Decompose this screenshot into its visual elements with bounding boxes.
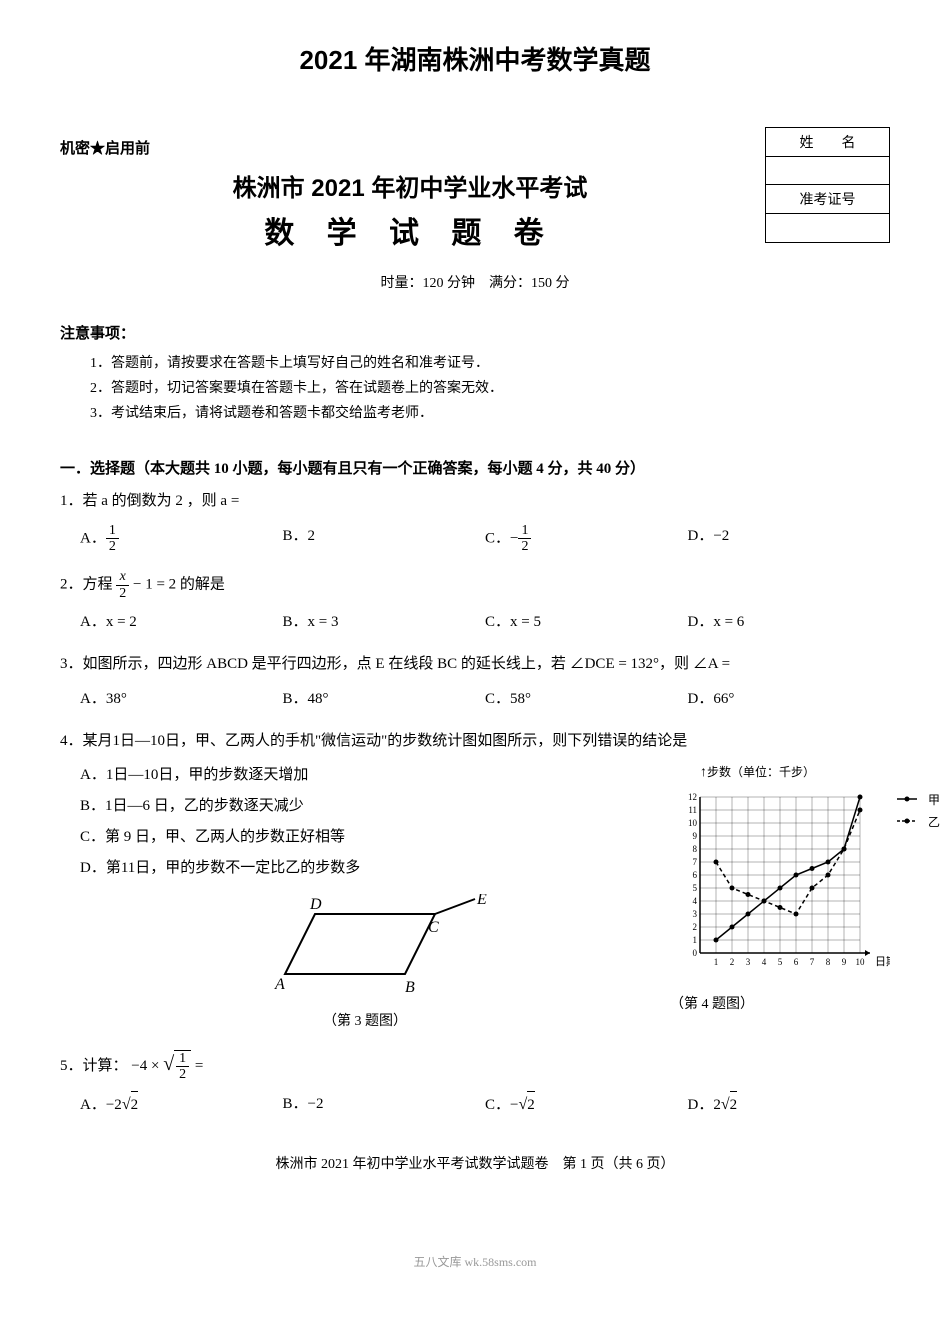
student-info-box: 姓 名 准考证号 bbox=[765, 127, 890, 243]
svg-text:9: 9 bbox=[842, 957, 847, 967]
svg-text:7: 7 bbox=[693, 857, 698, 867]
question-2-options: A．x = 2 B．x = 3 C．x = 5 D．x = 6 bbox=[60, 606, 890, 639]
option-1b: B．2 bbox=[283, 520, 486, 558]
svg-text:7: 7 bbox=[810, 957, 815, 967]
notice-item: 2．答题时，切记答案要填在答题卡上，答在试题卷上的答案无效． bbox=[90, 376, 890, 401]
name-blank bbox=[766, 157, 889, 185]
figure-3: A B C D E （第 3 题图） bbox=[60, 894, 670, 1034]
option-3d: D．66° bbox=[688, 683, 891, 716]
option-3b: B．48° bbox=[283, 683, 486, 716]
exam-id-blank bbox=[766, 214, 889, 242]
option-3c: C．58° bbox=[485, 683, 688, 716]
option-1c: C．−12 bbox=[485, 520, 688, 558]
svg-text:3: 3 bbox=[746, 957, 751, 967]
option-4c: C．第 9 日，甲、乙两人的步数正好相等 bbox=[60, 822, 670, 853]
option-3a: A．38° bbox=[80, 683, 283, 716]
svg-text:2: 2 bbox=[693, 922, 698, 932]
question-3: 3．如图所示，四边形 ABCD 是平行四边形，点 E 在线段 BC 的延长线上，… bbox=[60, 651, 890, 716]
section-title: 一．选择题（本大题共 10 小题，每小题有且只有一个正确答案，每小题 4 分，共… bbox=[60, 457, 890, 478]
svg-text:8: 8 bbox=[693, 844, 698, 854]
option-1a: A．12 bbox=[80, 520, 283, 558]
svg-text:10: 10 bbox=[688, 818, 698, 828]
option-2d: D．x = 6 bbox=[688, 606, 891, 639]
figure-4: ↑步数（单位：千步） bbox=[670, 760, 890, 1034]
question-1-options: A．12 B．2 C．−12 D．−2 bbox=[60, 520, 890, 558]
page-footer: 株洲市 2021 年初中学业水平考试数学试题卷 第 1 页（共 6 页） bbox=[60, 1153, 890, 1173]
header-section: 机密★启用前 姓 名 准考证号 株洲市 2021 年初中学业水平考试 数 学 试… bbox=[60, 137, 890, 292]
svg-text:1: 1 bbox=[693, 935, 698, 945]
svg-text:C: C bbox=[428, 919, 439, 936]
svg-text:9: 9 bbox=[693, 831, 698, 841]
svg-text:E: E bbox=[476, 894, 487, 908]
question-4: 4．某月1日—10日，甲、乙两人的手机"微信运动"的步数统计图如图所示，则下列错… bbox=[60, 728, 890, 1034]
question-3-text: 3．如图所示，四边形 ABCD 是平行四边形，点 E 在线段 BC 的延长线上，… bbox=[60, 651, 890, 678]
svg-text:5: 5 bbox=[778, 957, 783, 967]
option-2c: C．x = 5 bbox=[485, 606, 688, 639]
svg-text:1: 1 bbox=[714, 957, 719, 967]
option-1d: D．−2 bbox=[688, 520, 891, 558]
svg-text:0: 0 bbox=[693, 948, 698, 958]
svg-text:2: 2 bbox=[730, 957, 735, 967]
svg-text:B: B bbox=[405, 979, 415, 994]
notice-list: 1．答题前，请按要求在答题卡上填写好自己的姓名和准考证号． 2．答题时，切记答案… bbox=[60, 351, 890, 427]
chart-legend: 甲 乙 bbox=[897, 790, 940, 833]
figure-3-caption: （第 3 题图） bbox=[60, 1009, 670, 1034]
svg-text:6: 6 bbox=[693, 870, 698, 880]
option-4b: B．1日—6 日，乙的步数逐天减少 bbox=[60, 791, 670, 822]
exam-id-label: 准考证号 bbox=[766, 185, 889, 214]
question-2-text: 2．方程 x2 − 1 = 2 的解是 bbox=[60, 569, 890, 601]
figure-4-caption: （第 4 题图） bbox=[670, 992, 890, 1017]
question-1-text: 1．若 a 的倒数为 2 ，则 a = bbox=[60, 488, 890, 515]
svg-text:8: 8 bbox=[826, 957, 831, 967]
svg-text:A: A bbox=[274, 976, 285, 993]
chart-y-title: ↑步数（单位：千步） bbox=[670, 760, 890, 785]
parallelogram-svg: A B C D E bbox=[235, 894, 495, 994]
option-4d: D．第11日，甲的步数不一定比乙的步数多 bbox=[60, 853, 670, 884]
question-4-text: 4．某月1日—10日，甲、乙两人的手机"微信运动"的步数统计图如图所示，则下列错… bbox=[60, 728, 890, 755]
svg-text:6: 6 bbox=[794, 957, 799, 967]
option-5b: B．−2 bbox=[283, 1088, 486, 1123]
main-title: 2021 年湖南株洲中考数学真题 bbox=[60, 40, 890, 77]
question-5-options: A．−2√2 B．−2 C．−√2 D．2√2 bbox=[60, 1088, 890, 1123]
svg-text:5: 5 bbox=[693, 883, 698, 893]
option-4a: A．1日—10日，甲的步数逐天增加 bbox=[60, 760, 670, 791]
svg-text:日期: 日期 bbox=[875, 955, 890, 968]
exam-info: 时量：120 分钟 满分：150 分 bbox=[60, 272, 890, 292]
option-5c: C．−√2 bbox=[485, 1088, 688, 1123]
question-3-options: A．38° B．48° C．58° D．66° bbox=[60, 683, 890, 716]
question-5-text: 5．计算： −4 × √12 = bbox=[60, 1046, 890, 1082]
watermark: 五八文库 wk.58sms.com bbox=[60, 1253, 890, 1270]
svg-text:12: 12 bbox=[688, 792, 697, 802]
notice-title: 注意事项： bbox=[60, 322, 890, 343]
svg-text:3: 3 bbox=[693, 909, 698, 919]
svg-text:11: 11 bbox=[688, 805, 697, 815]
step-chart-svg: 0 1 2 3 4 5 6 7 8 9 10 11 12 bbox=[670, 787, 890, 977]
question-5: 5．计算： −4 × √12 = A．−2√2 B．−2 C．−√2 D．2√2 bbox=[60, 1046, 890, 1122]
notice-item: 3．考试结束后，请将试题卷和答题卡都交给监考老师． bbox=[90, 401, 890, 426]
option-2b: B．x = 3 bbox=[283, 606, 486, 639]
notice-item: 1．答题前，请按要求在答题卡上填写好自己的姓名和准考证号． bbox=[90, 351, 890, 376]
name-label: 姓 名 bbox=[766, 128, 889, 157]
option-5a: A．−2√2 bbox=[80, 1088, 283, 1123]
svg-text:D: D bbox=[309, 896, 322, 913]
svg-text:4: 4 bbox=[762, 957, 767, 967]
option-2a: A．x = 2 bbox=[80, 606, 283, 639]
svg-text:4: 4 bbox=[693, 896, 698, 906]
question-2: 2．方程 x2 − 1 = 2 的解是 A．x = 2 B．x = 3 C．x … bbox=[60, 569, 890, 639]
option-5d: D．2√2 bbox=[688, 1088, 891, 1123]
svg-text:10: 10 bbox=[856, 957, 866, 967]
question-1: 1．若 a 的倒数为 2 ，则 a = A．12 B．2 C．−12 D．−2 bbox=[60, 488, 890, 558]
